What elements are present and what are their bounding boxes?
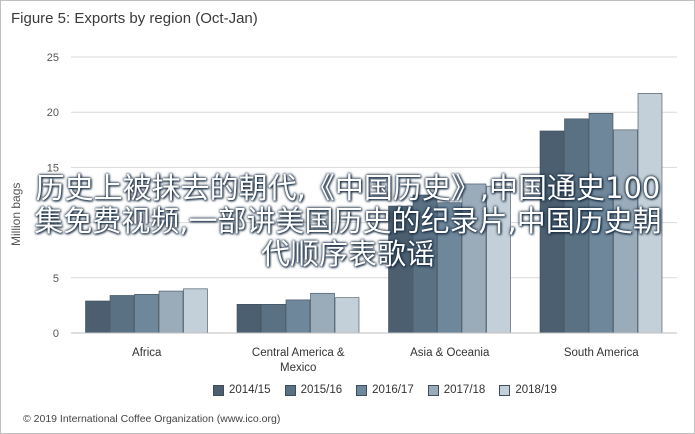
legend-entry: 2018/19	[499, 384, 557, 396]
legend-swatch	[356, 384, 368, 396]
bar	[539, 130, 565, 334]
bar	[261, 303, 286, 334]
chart-title: Figure 5: Exports by region (Oct-Jan)	[11, 10, 258, 27]
legend-swatch	[284, 384, 296, 396]
bar	[334, 297, 360, 334]
y-tick-label: 15	[47, 162, 59, 174]
bar	[486, 185, 511, 334]
legend-label: 2014/15	[229, 384, 271, 396]
bar-chart-plot: 0 5 10 15 20 25 Africa Central America & Mexico A…	[47, 52, 677, 374]
legend-label: 2016/17	[372, 384, 414, 396]
x-category-label: Central America &	[252, 347, 345, 359]
bar	[236, 303, 262, 334]
x-category-label: Africa	[132, 347, 162, 359]
bar	[109, 295, 135, 334]
legend-entry: 2014/15	[213, 384, 271, 396]
legend-swatch	[499, 384, 511, 396]
bar	[388, 205, 413, 334]
bar	[158, 290, 184, 334]
bar	[85, 300, 110, 334]
bar	[183, 288, 208, 334]
bar	[564, 118, 589, 334]
legend-label: 2018/19	[515, 384, 557, 396]
bar	[412, 194, 438, 334]
y-tick-label: 5	[53, 273, 59, 285]
y-tick-label: 20	[47, 107, 59, 119]
bar	[310, 292, 335, 334]
chart-legend: 2014/15 2015/16 2016/17 2017/18 2018/19	[213, 384, 557, 396]
x-category-label: Mexico	[280, 362, 316, 374]
legend-label: 2015/16	[300, 384, 343, 396]
x-category-label: South America	[564, 347, 639, 359]
legend-entry: 2015/16	[284, 384, 343, 396]
bar	[437, 202, 462, 334]
legend-entry: 2016/17	[356, 384, 414, 396]
bar	[637, 93, 663, 334]
bar	[134, 294, 159, 334]
bar	[613, 129, 638, 334]
y-tick-label: 25	[47, 52, 59, 64]
bar	[588, 113, 614, 334]
overlay-caption: 历史上被抹去的朝代,《中国历史》,中国通史100集免费视频,一部讲美国历史的纪录…	[34, 171, 662, 271]
legend-entry: 2017/18	[427, 384, 486, 396]
legend-label: 2017/18	[443, 384, 486, 396]
y-tick-label: 0	[53, 328, 59, 340]
legend-swatch	[213, 384, 224, 396]
y-tick-label: 10	[47, 218, 59, 230]
bar	[285, 299, 311, 334]
legend-swatch	[427, 384, 439, 396]
x-category-label: Asia & Oceania	[410, 347, 490, 359]
bar	[461, 183, 487, 334]
source-credit: © 2019 International Coffee Organization…	[23, 413, 281, 425]
